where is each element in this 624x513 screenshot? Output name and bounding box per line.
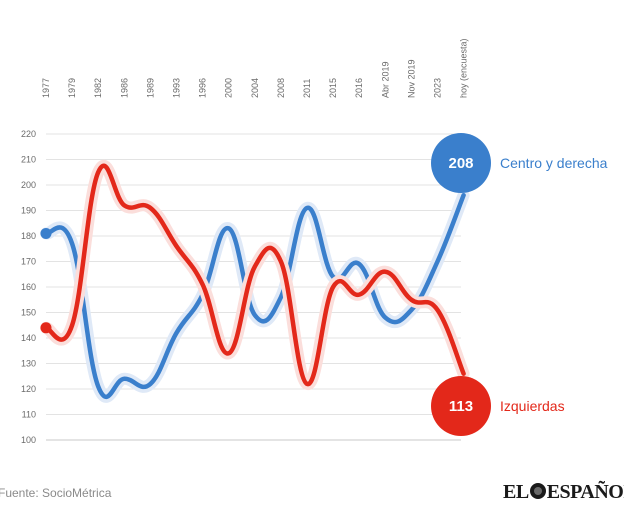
x-tick-label: 2008	[276, 78, 286, 98]
y-axis: 100 110 120 130 140 150 160 170 180 190 200 210 220	[21, 129, 36, 445]
brand-right: ESPAÑOL	[546, 481, 624, 503]
x-tick-label: 1982	[93, 78, 103, 98]
x-tick-label: 1996	[198, 78, 208, 98]
series-start-point-centro-y-derecha	[40, 227, 52, 239]
series-final-value-centro-y-derecha: 208	[448, 155, 473, 172]
x-tick-label: 1993	[172, 78, 182, 98]
brand-left: EL	[503, 481, 529, 503]
y-tick-label: 220	[21, 129, 36, 139]
x-tick-label: 2016	[354, 78, 364, 98]
y-tick-label: 100	[21, 435, 36, 445]
x-tick-label: 1989	[145, 78, 155, 98]
series-lines	[40, 159, 470, 403]
y-tick-label: 120	[21, 384, 36, 394]
x-tick-label: Abr 2019	[380, 61, 390, 98]
source-note: Fuente: SocioMétrica	[0, 486, 112, 500]
x-tick-label: 2015	[328, 78, 338, 98]
x-axis: 1977 1979 1982 1986 1989 1993 1996 2000 2004 2008…	[41, 38, 469, 98]
series-halo-izquierdas	[40, 159, 470, 390]
y-tick-label: 160	[21, 282, 36, 292]
series-final-value-izquierdas: 113	[449, 398, 473, 415]
series-legend-label-izquierdas: Izquierdas	[500, 398, 565, 414]
series-legend-label-centro-y-derecha: Centro y derecha	[500, 155, 608, 171]
x-tick-label: 1977	[41, 78, 51, 98]
x-tick-label: Nov 2019	[406, 59, 416, 98]
x-tick-label: 1986	[119, 78, 129, 98]
series-line-izquierdas	[43, 163, 466, 387]
x-tick-label: 2011	[302, 79, 312, 98]
x-tick-label: 2004	[250, 78, 260, 98]
y-tick-label: 180	[21, 231, 36, 241]
brand-logo: EL ESPAÑOL	[503, 481, 624, 504]
x-tick-label: hoy (encuesta)	[459, 38, 469, 98]
y-tick-label: 150	[21, 308, 36, 318]
y-tick-label: 210	[21, 155, 36, 165]
x-tick-label: 1979	[67, 78, 77, 98]
y-tick-label: 190	[21, 206, 36, 216]
series-end-bubble-centro-y-derecha	[431, 133, 491, 193]
series-end-labels: 208 Centro y derecha 113 Izquierdas	[431, 133, 608, 436]
y-tick-label: 140	[21, 333, 36, 343]
x-tick-label: 2000	[224, 78, 234, 98]
y-tick-label: 110	[22, 410, 36, 420]
series-start-point-izquierdas	[40, 322, 52, 334]
lion-logo-icon	[529, 483, 546, 499]
series-end-bubble-izquierdas	[431, 376, 491, 436]
series-line-centro-y-derecha	[43, 192, 466, 399]
y-tick-label: 130	[21, 359, 36, 369]
y-tick-label: 170	[21, 257, 36, 267]
y-tick-label: 200	[21, 180, 36, 190]
x-tick-label: 2023	[433, 78, 443, 98]
